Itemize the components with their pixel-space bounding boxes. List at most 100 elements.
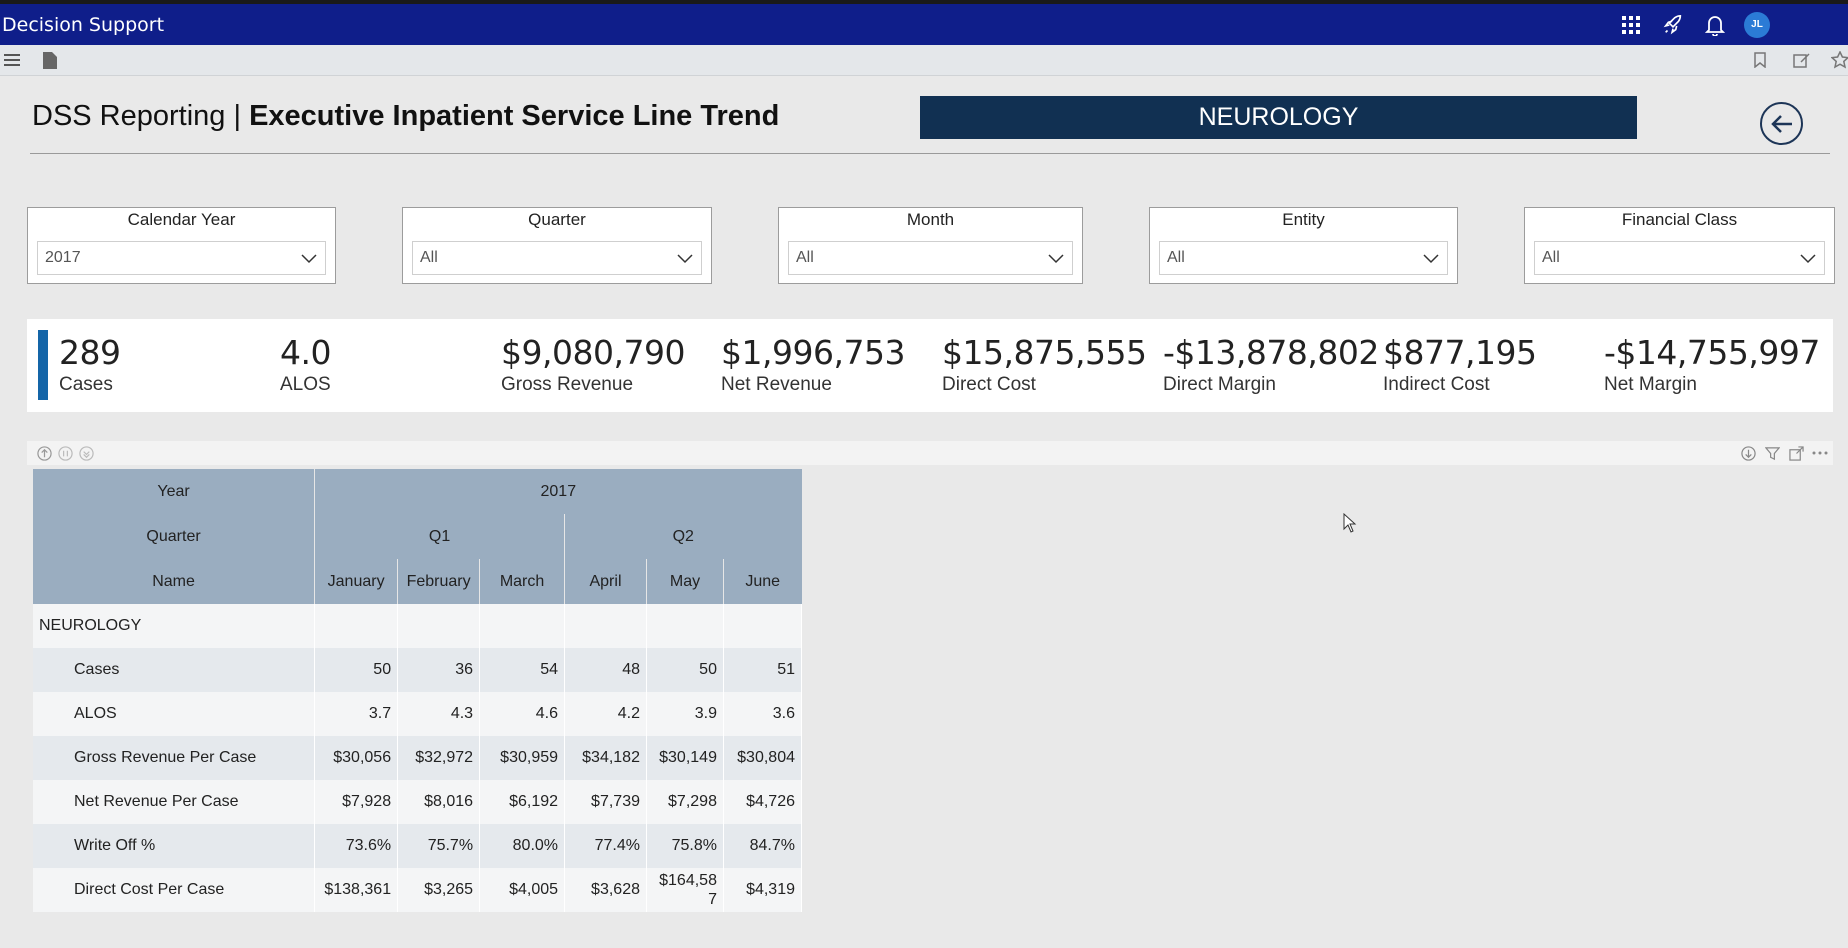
quarter-dropdown[interactable]: All [412, 241, 702, 275]
matrix-cell: $30,959 [479, 736, 566, 780]
matrix-cell: 73.6% [314, 824, 399, 868]
matrix-header-month[interactable]: April [564, 559, 647, 604]
matrix-cell: 4.2 [564, 692, 647, 736]
slicer-month: Month All [778, 207, 1083, 284]
slicer-label: Entity [1282, 210, 1325, 229]
slicer-value: 2017 [45, 249, 81, 266]
kpi-net-revenue: $1,996,753 Net Revenue [721, 333, 905, 396]
kpi-label: ALOS [280, 374, 331, 395]
app-titlebar: Decision Support JL [0, 4, 1848, 45]
slicer-quarter: Quarter All [402, 207, 712, 284]
kpi-label: Direct Cost [942, 374, 1036, 395]
matrix-cell: $6,192 [479, 780, 566, 824]
kpi-value: $1,996,753 [721, 333, 905, 372]
slicer-label: Financial Class [1621, 210, 1738, 229]
apps-grid-icon[interactable] [1610, 4, 1652, 45]
drill-mode-icon[interactable] [1739, 444, 1757, 462]
matrix-cell: 75.7% [397, 824, 481, 868]
table-row: Cases 50 36 54 48 50 51 [33, 648, 803, 692]
matrix-header-month[interactable]: June [723, 559, 802, 604]
matrix-cell: 77.4% [564, 824, 647, 868]
matrix-cell: $164,58 7 [646, 868, 724, 912]
month-dropdown[interactable]: All [788, 241, 1073, 275]
chevron-down-icon [1423, 254, 1439, 264]
kpi-label: Cases [59, 374, 113, 395]
matrix-cell: $4,319 [723, 868, 803, 912]
matrix-header-year-label: Year [33, 469, 316, 514]
matrix-header-year[interactable]: 2017 [314, 469, 802, 514]
matrix-header-name-label: Name [33, 559, 316, 604]
visual-header-bar [27, 441, 1833, 465]
kpi-value: 289 [59, 333, 121, 372]
matrix-header-quarter[interactable]: Q1 [314, 514, 566, 559]
matrix-group-label[interactable]: NEUROLOGY [33, 604, 316, 648]
report-toolbar [0, 45, 1848, 76]
star-icon[interactable] [1830, 50, 1848, 70]
window-top-strip [0, 0, 1848, 4]
kpi-indirect-cost: $877,195 Indirect Cost [1383, 333, 1537, 396]
slicer-value: All [1542, 249, 1560, 266]
rocket-icon[interactable] [1652, 4, 1694, 45]
matrix-header-year-row: Year 2017 [33, 469, 802, 514]
page-icon[interactable] [40, 50, 60, 70]
slicer-financial-class: Financial Class All [1524, 207, 1835, 284]
kpi-accent-bar [38, 330, 48, 400]
kpi-net-margin: -$14,755,997 Net Margin [1604, 333, 1820, 396]
chevron-down-icon [1800, 254, 1816, 264]
financial-class-dropdown[interactable]: All [1534, 241, 1825, 275]
entity-dropdown[interactable]: All [1159, 241, 1448, 275]
kpi-label: Indirect Cost [1383, 374, 1490, 395]
matrix-cell: 3.7 [314, 692, 399, 736]
matrix-cell: 36 [397, 648, 481, 692]
matrix-cell: $3,265 [397, 868, 481, 912]
chevron-down-icon [1048, 254, 1064, 264]
chevron-down-icon [677, 254, 693, 264]
avatar: JL [1744, 11, 1770, 38]
kpi-label: Net Margin [1604, 374, 1697, 395]
slicer-value: All [796, 249, 814, 266]
matrix-cell: 3.9 [646, 692, 724, 736]
matrix-cell: 51 [723, 648, 803, 692]
table-row: Gross Revenue Per Case $30,056 $32,972 $… [33, 736, 803, 780]
more-options-icon[interactable] [1811, 444, 1829, 462]
matrix-cell: $4,005 [479, 868, 566, 912]
drill-down-icon[interactable] [56, 444, 74, 462]
drill-up-icon[interactable] [35, 444, 53, 462]
kpi-value: $877,195 [1383, 333, 1537, 372]
matrix-cell: 84.7% [723, 824, 803, 868]
kpi-gross-revenue: $9,080,790 Gross Revenue [501, 333, 685, 396]
matrix-cell: $30,804 [723, 736, 803, 780]
matrix-cell: 54 [479, 648, 566, 692]
matrix-header-month[interactable]: May [646, 559, 724, 604]
matrix-header-month[interactable]: March [479, 559, 566, 604]
service-line-banner: NEUROLOGY [920, 96, 1637, 139]
matrix-header-month[interactable]: January [314, 559, 399, 604]
matrix-row-label: Cases [33, 648, 316, 692]
matrix-header-quarter-row: Quarter Q1 Q2 [33, 514, 802, 559]
user-avatar-button[interactable]: JL [1736, 4, 1778, 45]
calendar-year-dropdown[interactable]: 2017 [37, 241, 326, 275]
filter-icon[interactable] [1763, 444, 1781, 462]
matrix-cell: 4.6 [479, 692, 566, 736]
focus-mode-icon[interactable] [1787, 444, 1805, 462]
kpi-direct-margin: -$13,878,802 Direct Margin [1163, 333, 1379, 396]
table-row: ALOS 3.7 4.3 4.6 4.2 3.9 3.6 [33, 692, 803, 736]
kpi-card: 289 Cases 4.0 ALOS $9,080,790 Gross Reve… [27, 319, 1833, 412]
bookmark-icon[interactable] [1750, 50, 1770, 70]
table-row: Direct Cost Per Case $138,361 $3,265 $4,… [33, 868, 803, 912]
matrix-cell: $7,298 [646, 780, 724, 824]
expand-all-icon[interactable] [77, 444, 95, 462]
table-row: Net Revenue Per Case $7,928 $8,016 $6,19… [33, 780, 803, 824]
back-button[interactable] [1760, 102, 1803, 145]
matrix-cell: 50 [646, 648, 724, 692]
kpi-label: Gross Revenue [501, 374, 634, 395]
menu-icon[interactable] [2, 50, 22, 70]
matrix-header-month[interactable]: February [397, 559, 481, 604]
bell-icon[interactable] [1694, 4, 1736, 45]
matrix-cell: $4,726 [723, 780, 803, 824]
matrix-row-label: Net Revenue Per Case [33, 780, 316, 824]
matrix-row-label: Write Off % [33, 824, 316, 868]
edit-icon[interactable] [1792, 50, 1812, 70]
matrix-header-quarter[interactable]: Q2 [564, 514, 802, 559]
matrix-cell: $30,149 [646, 736, 724, 780]
